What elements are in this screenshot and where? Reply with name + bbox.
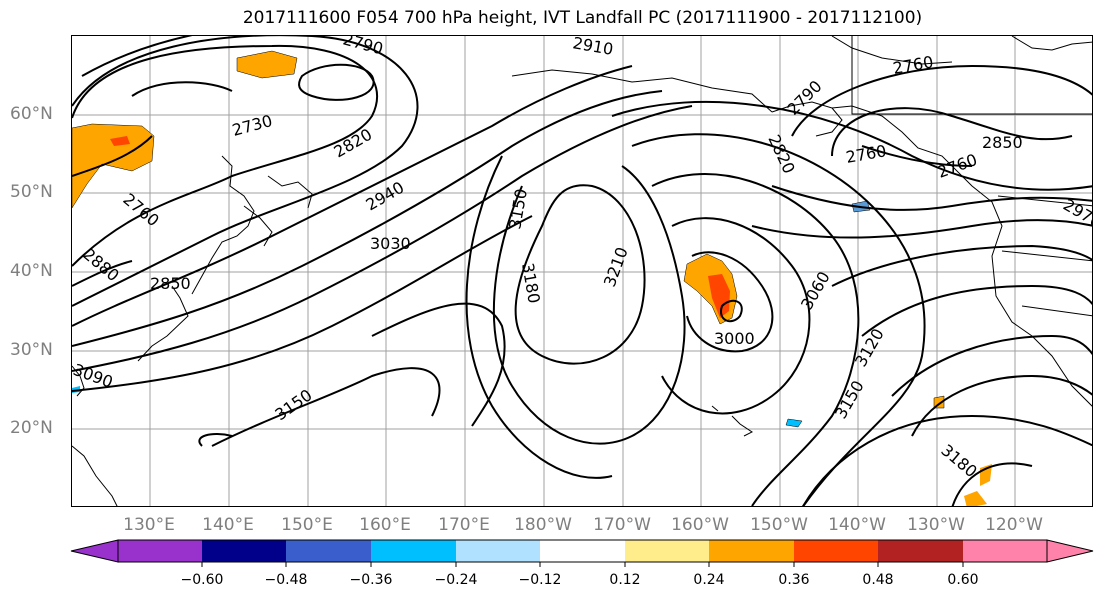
contour-label: 2790 bbox=[341, 36, 385, 58]
lat-label-60n: 60°N bbox=[10, 104, 53, 124]
lon-label-160e: 160°E bbox=[359, 515, 411, 535]
map-canvas: 2790 2910 2760 2730 2820 2940 3030 2760 … bbox=[72, 36, 1092, 506]
colorbar-tick-label: −0.12 bbox=[518, 572, 562, 588]
colorbar-tick-label: 0.60 bbox=[947, 572, 979, 588]
contour-label: 3150 bbox=[505, 187, 531, 230]
colorbar-tick-label: −0.24 bbox=[434, 572, 478, 588]
lat-label-40n: 40°N bbox=[10, 261, 53, 281]
colorbar-extend-low bbox=[70, 539, 119, 563]
colorbar bbox=[70, 539, 1094, 567]
colorbar-tick-label: −0.60 bbox=[180, 572, 224, 588]
lon-label-160w: 160°W bbox=[671, 515, 729, 535]
map-title: 2017111600 F054 700 hPa height, IVT Land… bbox=[242, 8, 923, 28]
lon-label-150e: 150°E bbox=[281, 515, 333, 535]
height-contours bbox=[72, 36, 1092, 506]
colorbar-segment bbox=[202, 540, 286, 562]
colorbar-extend-high bbox=[1046, 539, 1094, 563]
lon-label-130e: 130°E bbox=[123, 515, 175, 535]
contour-label: 2910 bbox=[571, 36, 614, 59]
colorbar-segment bbox=[456, 540, 540, 562]
contour-label: 2790 bbox=[783, 77, 825, 119]
colorbar-tick-label: 0.12 bbox=[609, 572, 641, 588]
contour-label: 3030 bbox=[370, 234, 411, 253]
ivt-shading bbox=[72, 50, 992, 506]
contour-label: 2760 bbox=[935, 150, 980, 182]
contour-label: 2850 bbox=[982, 133, 1023, 152]
contour-label: 3150 bbox=[271, 385, 315, 424]
colorbar-segment bbox=[118, 540, 202, 562]
lat-label-50n: 50°N bbox=[10, 182, 53, 202]
contour-label: 3150 bbox=[831, 377, 868, 422]
lon-label-170e: 170°E bbox=[438, 515, 490, 535]
contour-label: 2820 bbox=[331, 125, 376, 162]
colorbar-segment bbox=[963, 540, 1047, 562]
contour-label: 3210 bbox=[600, 245, 632, 290]
lat-label-30n: 30°N bbox=[10, 340, 53, 360]
colorbar-segment bbox=[625, 540, 709, 562]
colorbar-tick-label: 0.24 bbox=[693, 572, 725, 588]
colorbar-segment bbox=[878, 540, 963, 562]
lon-label-180w: 180°W bbox=[514, 515, 572, 535]
colorbar-tick-label: 0.36 bbox=[778, 572, 810, 588]
graticule bbox=[72, 36, 1092, 506]
lat-label-20n: 20°N bbox=[10, 418, 53, 438]
contour-label: 3000 bbox=[714, 329, 755, 348]
colorbar-segment bbox=[709, 540, 794, 562]
lon-label-170w: 170°W bbox=[593, 515, 651, 535]
colorbar-segment bbox=[540, 540, 625, 562]
colorbar-tick-label: −0.48 bbox=[264, 572, 308, 588]
contour-label: 2850 bbox=[150, 274, 191, 293]
lon-label-150w: 150°W bbox=[750, 515, 808, 535]
contour-label: 2940 bbox=[363, 178, 408, 215]
colorbar-segment bbox=[371, 540, 456, 562]
lon-label-130w: 130°W bbox=[907, 515, 965, 535]
lon-label-140e: 140°E bbox=[202, 515, 254, 535]
lon-label-140w: 140°W bbox=[828, 515, 886, 535]
colorbar-segment bbox=[794, 540, 878, 562]
contour-label: 2760 bbox=[844, 141, 887, 167]
map-panel[interactable]: 2790 2910 2760 2730 2820 2940 3030 2760 … bbox=[71, 35, 1093, 507]
contour-label: 3180 bbox=[518, 261, 544, 304]
colorbar-tick-label: −0.36 bbox=[349, 572, 393, 588]
lon-label-120w: 120°W bbox=[985, 515, 1043, 535]
colorbar-tick-label: 0.48 bbox=[862, 572, 894, 588]
contour-label: 3060 bbox=[797, 268, 834, 313]
colorbar-segment bbox=[286, 540, 371, 562]
contour-label: 2760 bbox=[891, 52, 934, 78]
